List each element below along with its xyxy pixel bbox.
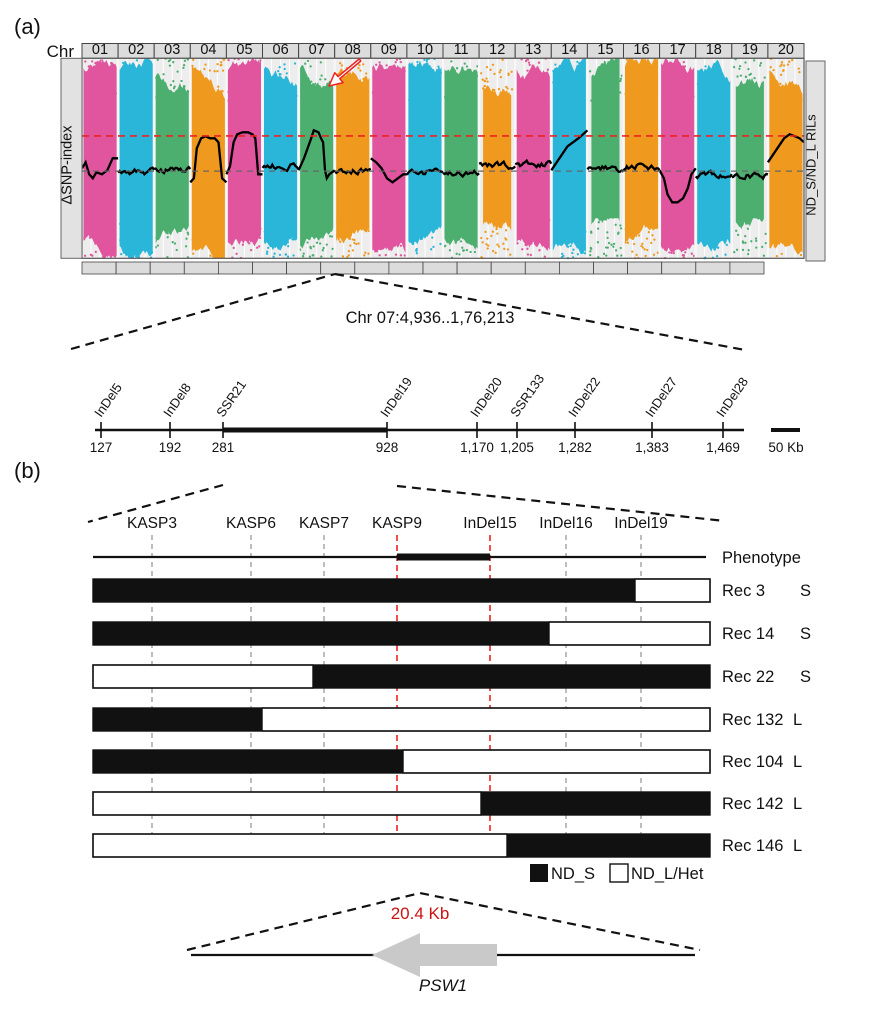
svg-text:16: 16 <box>633 42 649 58</box>
svg-text:01: 01 <box>92 42 108 58</box>
svg-text:50 Kb: 50 Kb <box>768 440 803 455</box>
svg-text:127: 127 <box>90 440 113 455</box>
svg-text:04: 04 <box>200 42 216 58</box>
svg-text:1,205: 1,205 <box>500 440 534 455</box>
svg-text:InDel22: InDel22 <box>565 374 603 419</box>
svg-text:L: L <box>793 753 802 771</box>
svg-text:Rec 142: Rec 142 <box>722 795 783 813</box>
svg-text:InDel8: InDel8 <box>160 380 194 419</box>
svg-text:InDel16: InDel16 <box>539 515 592 532</box>
svg-text:10: 10 <box>417 42 433 58</box>
svg-text:281: 281 <box>212 440 235 455</box>
svg-text:SSR21: SSR21 <box>213 377 249 419</box>
svg-text:03: 03 <box>164 42 180 58</box>
svg-text:L: L <box>793 795 802 813</box>
svg-text:Rec 104: Rec 104 <box>722 753 783 771</box>
svg-text:Rec 146: Rec 146 <box>722 837 783 855</box>
svg-text:1,170: 1,170 <box>460 440 494 455</box>
svg-text:KASP3: KASP3 <box>127 515 177 532</box>
svg-text:14: 14 <box>561 42 577 58</box>
svg-text:Rec 3: Rec 3 <box>722 582 765 600</box>
svg-text:KASP6: KASP6 <box>226 515 276 532</box>
svg-text:02: 02 <box>128 42 144 58</box>
svg-text:PSW1: PSW1 <box>419 976 467 995</box>
svg-text:KASP9: KASP9 <box>372 515 422 532</box>
svg-text:ND_S/ND_L RILs: ND_S/ND_L RILs <box>804 114 819 216</box>
svg-text:18: 18 <box>706 42 722 58</box>
svg-text:11: 11 <box>454 42 469 58</box>
svg-text:Chr 07:4,936..1,76,213: Chr 07:4,936..1,76,213 <box>346 309 515 327</box>
svg-text:05: 05 <box>236 42 252 58</box>
svg-text:17: 17 <box>670 42 686 58</box>
svg-text:L: L <box>793 837 802 855</box>
svg-text:InDel28: InDel28 <box>713 374 751 419</box>
svg-text:928: 928 <box>376 440 399 455</box>
svg-text:06: 06 <box>273 42 289 58</box>
svg-text:13: 13 <box>525 42 541 58</box>
svg-text:19: 19 <box>742 42 758 58</box>
svg-text:12: 12 <box>489 42 505 58</box>
svg-text:07: 07 <box>309 42 325 58</box>
svg-text:20: 20 <box>778 42 794 58</box>
svg-text:1,383: 1,383 <box>635 440 669 455</box>
svg-text:S: S <box>800 625 811 643</box>
svg-text:InDel19: InDel19 <box>377 374 415 419</box>
svg-text:Rec 22: Rec 22 <box>722 668 774 686</box>
svg-text:S: S <box>800 582 811 600</box>
svg-text:ND_L/Het: ND_L/Het <box>631 865 704 883</box>
svg-text:SSR133: SSR133 <box>507 371 547 419</box>
svg-text:Rec 14: Rec 14 <box>722 625 774 643</box>
svg-text:20.4 Kb: 20.4 Kb <box>391 904 450 923</box>
svg-text:ND_S: ND_S <box>551 865 595 883</box>
svg-text:InDel27: InDel27 <box>642 374 680 419</box>
svg-text:08: 08 <box>345 42 361 58</box>
svg-text:09: 09 <box>381 42 397 58</box>
svg-text:S: S <box>800 668 811 686</box>
svg-text:L: L <box>793 711 802 729</box>
svg-text:Rec 132: Rec 132 <box>722 711 783 729</box>
svg-text:InDel19: InDel19 <box>614 515 667 532</box>
svg-text:1,282: 1,282 <box>558 440 592 455</box>
svg-text:InDel15: InDel15 <box>463 515 516 532</box>
svg-text:15: 15 <box>597 42 613 58</box>
svg-text:ΔSNP-index: ΔSNP-index <box>60 125 76 205</box>
svg-text:InDel20: InDel20 <box>467 374 505 419</box>
svg-text:KASP7: KASP7 <box>299 515 349 532</box>
svg-text:InDel5: InDel5 <box>91 380 125 419</box>
svg-text:Phenotype: Phenotype <box>722 549 801 567</box>
svg-text:1,469: 1,469 <box>706 440 740 455</box>
svg-text:192: 192 <box>159 440 182 455</box>
